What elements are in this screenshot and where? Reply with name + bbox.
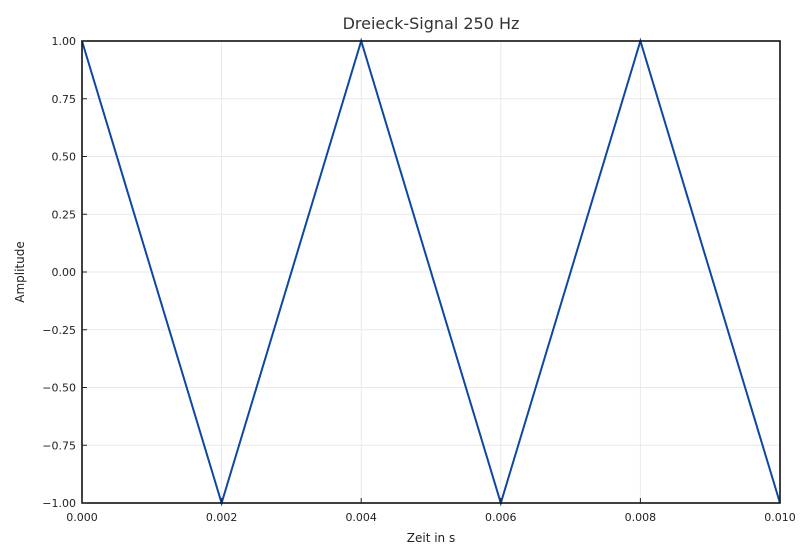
y-tick-label: 0.00 bbox=[52, 266, 77, 279]
series-layer bbox=[81, 37, 781, 507]
ticks: 0.000 0.002 0.004 0.006 0.008 0.010 1.00 0.75 0.… bbox=[42, 35, 795, 524]
y-tick-label: 0.75 bbox=[52, 93, 77, 106]
chart-title: Dreieck-Signal 250 Hz bbox=[343, 14, 520, 33]
x-tick-label: 0.000 bbox=[66, 511, 98, 524]
x-tick-label: 0.006 bbox=[485, 511, 517, 524]
x-axis-label: Zeit in s bbox=[407, 531, 455, 545]
x-tick-label: 0.008 bbox=[625, 511, 657, 524]
y-tick-label: −0.50 bbox=[42, 382, 76, 395]
y-axis-label: Amplitude bbox=[13, 241, 27, 303]
series-line bbox=[81, 37, 781, 507]
y-tick-label: −0.25 bbox=[42, 324, 76, 337]
y-tick-label: −1.00 bbox=[42, 497, 76, 510]
y-tick-label: 0.50 bbox=[52, 151, 77, 164]
y-tick-label: −0.75 bbox=[42, 439, 76, 452]
y-tick-label: 1.00 bbox=[52, 35, 77, 48]
y-tick-label: 0.25 bbox=[52, 208, 77, 221]
x-tick-label: 0.010 bbox=[764, 511, 796, 524]
x-tick-label: 0.002 bbox=[206, 511, 238, 524]
x-tick-label: 0.004 bbox=[345, 511, 377, 524]
